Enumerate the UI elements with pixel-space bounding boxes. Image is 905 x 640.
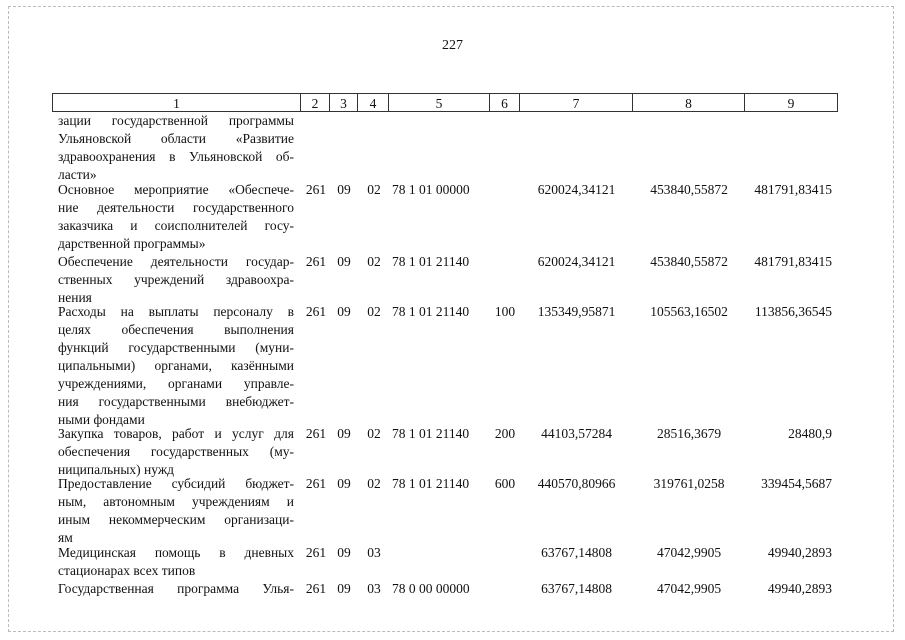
- cell-col-5: 78 1 01 21140: [392, 254, 470, 269]
- description-line: Медицинская помощь в дневных: [58, 545, 294, 560]
- description-line: ния государственными внебюджет-: [58, 394, 294, 409]
- header-col-8: 8: [633, 93, 745, 112]
- description-line: обеспечения государственных (му-: [58, 444, 294, 459]
- description-line: ние деятельности государственного: [58, 200, 294, 215]
- cell-col-8: 453840,55872: [650, 254, 728, 269]
- description-line: функций государственными (муни-: [58, 340, 294, 355]
- row-description: Закупка товаров, работ и услуг для обеспе…: [58, 425, 294, 479]
- cell-col-9: 28480,9: [788, 426, 832, 441]
- cell-col-2: 261: [305, 426, 327, 441]
- cell-col-2: 261: [305, 476, 327, 491]
- cell-col-4: 02: [367, 476, 381, 491]
- cell-col-2: 261: [305, 304, 327, 319]
- cell-col-8: 47042,9905: [656, 581, 722, 596]
- cell-col-3: 09: [337, 476, 351, 491]
- description-line: дарственной программы»: [58, 236, 206, 251]
- cell-col-6: 100: [494, 304, 516, 319]
- header-col-6: 6: [490, 93, 520, 112]
- cell-col-4: 02: [367, 304, 381, 319]
- description-line: Обеспечение деятельности государ-: [58, 254, 294, 269]
- cell-col-5: 78 0 00 00000: [392, 581, 470, 596]
- row-description: Медицинская помощь в дневных стационарах …: [58, 544, 294, 580]
- description-line: заказчика и соисполнителей госу-: [58, 218, 294, 233]
- description-line: иным некоммерческим организаци-: [58, 512, 294, 527]
- cell-col-8: 319761,0258: [653, 476, 725, 491]
- header-col-4: 4: [358, 93, 389, 112]
- description-line: ям: [58, 530, 73, 545]
- cell-col-7: 63767,14808: [541, 545, 612, 560]
- cell-col-9: 481791,83415: [754, 254, 832, 269]
- cell-col-4: 02: [367, 426, 381, 441]
- cell-col-3: 09: [337, 304, 351, 319]
- cell-col-9: 113856,36545: [754, 304, 832, 319]
- cell-col-9: 49940,2893: [767, 581, 832, 596]
- description-line: Ульяновской области «Развитие: [58, 131, 294, 146]
- description-line: ласти»: [58, 167, 97, 182]
- description-line: Закупка товаров, работ и услуг для: [58, 426, 294, 441]
- row-description: Государственная программа Улья-: [58, 580, 294, 598]
- header-col-3: 3: [330, 93, 358, 112]
- description-line: Расходы на выплаты персоналу в: [58, 304, 294, 319]
- description-line: ципальными) органами, казёнными: [58, 358, 294, 373]
- description-line: ным, автономным учреждениям и: [58, 494, 294, 509]
- page-number: 227: [442, 38, 463, 53]
- description-line: Основное мероприятие «Обеспече-: [58, 182, 294, 197]
- cell-col-7: 620024,34121: [537, 254, 616, 269]
- cell-col-5: 78 1 01 21140: [392, 304, 470, 319]
- header-col-2: 2: [301, 93, 330, 112]
- description-line: здравоохранения в Ульяновской об-: [58, 149, 294, 164]
- cell-col-5: 78 1 01 21140: [392, 476, 470, 491]
- cell-col-3: 09: [337, 254, 351, 269]
- cell-col-8: 453840,55872: [650, 182, 728, 197]
- cell-col-8: 28516,3679: [656, 426, 722, 441]
- cell-col-2: 261: [305, 254, 327, 269]
- cell-col-6: 200: [494, 426, 516, 441]
- cell-col-5: 78 1 01 00000: [392, 182, 470, 197]
- cell-col-9: 481791,83415: [754, 182, 832, 197]
- cell-col-3: 09: [337, 581, 351, 596]
- cell-col-4: 02: [367, 182, 381, 197]
- cell-col-8: 47042,9905: [656, 545, 722, 560]
- header-col-1: 1: [52, 93, 301, 112]
- cell-col-9: 339454,5687: [761, 476, 832, 491]
- row-description: зации государственной программы Ульяновск…: [58, 112, 294, 184]
- cell-col-7: 440570,80966: [537, 476, 616, 491]
- cell-col-7: 135349,95871: [537, 304, 616, 319]
- cell-col-5: 78 1 01 21140: [392, 426, 470, 441]
- description-line: ными фондами: [58, 412, 145, 427]
- cell-col-7: 44103,57284: [541, 426, 612, 441]
- description-line: Предоставление субсидий бюджет-: [58, 476, 294, 491]
- cell-col-6: 600: [494, 476, 516, 491]
- cell-col-7: 63767,14808: [541, 581, 612, 596]
- description-line: ниципальных) нужд: [58, 462, 175, 477]
- cell-col-3: 09: [337, 182, 351, 197]
- description-line: целях обеспечения выполнения: [58, 322, 294, 337]
- description-line: стационарах всех типов: [58, 563, 196, 578]
- cell-col-8: 105563,16502: [650, 304, 728, 319]
- description-line: нения: [58, 290, 92, 305]
- description-line: учреждениями, органами управле-: [58, 376, 294, 391]
- cell-col-4: 03: [367, 581, 381, 596]
- row-description: Предоставление субсидий бюджет-ным, авто…: [58, 475, 294, 547]
- cell-col-4: 03: [367, 545, 381, 560]
- row-description: Расходы на выплаты персоналу в целях обес…: [58, 303, 294, 429]
- description-line: Государственная программа Улья-: [58, 581, 294, 596]
- description-line: ственных учреждений здравоохра-: [58, 272, 294, 287]
- header-col-5: 5: [389, 93, 490, 112]
- header-col-9: 9: [745, 93, 838, 112]
- cell-col-2: 261: [305, 581, 327, 596]
- cell-col-2: 261: [305, 182, 327, 197]
- row-description: Обеспечение деятельности государ-ственны…: [58, 253, 294, 307]
- cell-col-7: 620024,34121: [537, 182, 616, 197]
- description-line: зации государственной программы: [58, 113, 294, 128]
- page-border: [8, 6, 894, 632]
- cell-col-3: 09: [337, 545, 351, 560]
- cell-col-4: 02: [367, 254, 381, 269]
- header-col-7: 7: [520, 93, 633, 112]
- row-description: Основное мероприятие «Обеспече-ние деяте…: [58, 181, 294, 253]
- cell-col-9: 49940,2893: [767, 545, 832, 560]
- cell-col-2: 261: [305, 545, 327, 560]
- cell-col-3: 09: [337, 426, 351, 441]
